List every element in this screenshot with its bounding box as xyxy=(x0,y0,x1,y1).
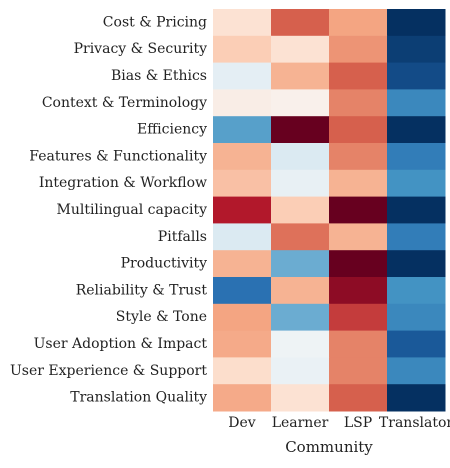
heatmap-cell xyxy=(329,384,388,412)
heatmap-cell xyxy=(387,89,446,117)
heatmap-cell xyxy=(329,169,388,198)
y-tick-label: Privacy & Security xyxy=(74,41,207,57)
heatmap-cell xyxy=(213,35,272,64)
heatmap-cell xyxy=(271,9,330,37)
heatmap-cell xyxy=(271,250,330,278)
heatmap-cell xyxy=(271,223,330,251)
heatmap-cell xyxy=(213,223,272,251)
heatmap-cell xyxy=(213,116,272,144)
heatmap-cell xyxy=(271,169,330,198)
heatmap-cell xyxy=(387,250,446,278)
y-tick-label: Context & Terminology xyxy=(42,95,207,111)
heatmap-cell xyxy=(387,223,446,251)
heatmap-cell xyxy=(387,169,446,198)
heatmap-cell xyxy=(271,303,330,332)
heatmap-cell xyxy=(213,250,272,278)
y-tick-label: User Experience & Support xyxy=(10,363,207,379)
heatmap-cell xyxy=(271,35,330,64)
heatmap-cell xyxy=(271,89,330,117)
y-tick-label: Multilingual capacity xyxy=(56,202,207,218)
heatmap-cell xyxy=(213,384,272,412)
heatmap-cell xyxy=(271,330,330,358)
heatmap-cell xyxy=(387,384,446,412)
y-tick-label: Efficiency xyxy=(137,122,207,138)
heatmap-cell xyxy=(213,357,272,385)
heatmap-cell xyxy=(271,357,330,385)
y-tick-label: Productivity xyxy=(121,256,207,272)
x-axis-label: Community xyxy=(285,438,373,456)
heatmap-cell xyxy=(271,143,330,171)
heatmap-cell xyxy=(271,116,330,144)
heatmap-cell xyxy=(213,62,272,90)
heatmap-cell xyxy=(213,143,272,171)
heatmap-cell xyxy=(387,277,446,305)
heatmap-cell xyxy=(387,116,446,144)
x-tick-label: LSP xyxy=(344,415,372,431)
y-tick-label: Cost & Pricing xyxy=(103,14,207,30)
heatmap-cell xyxy=(329,35,388,64)
heatmap-cell xyxy=(387,357,446,385)
y-tick-label: Bias & Ethics xyxy=(111,68,207,84)
heatmap-cell xyxy=(329,250,388,278)
heatmap-cell xyxy=(329,62,388,90)
heatmap-cell xyxy=(387,62,446,90)
heatmap-cell xyxy=(387,330,446,358)
heatmap-cell xyxy=(329,116,388,144)
y-tick-label: User Adoption & Impact xyxy=(34,336,208,352)
x-tick-label: Dev xyxy=(228,415,256,431)
heatmap-cell xyxy=(329,277,388,305)
heatmap-cell xyxy=(387,303,446,332)
heatmap-cell xyxy=(213,277,272,305)
y-tick-label: Translation Quality xyxy=(70,390,207,406)
y-tick-label: Integration & Workflow xyxy=(39,175,207,191)
heatmap-cell xyxy=(213,303,272,332)
heatmap-cell xyxy=(271,384,330,412)
heatmap-cell xyxy=(387,9,446,37)
heatmap-cell xyxy=(271,62,330,90)
y-tick-label: Style & Tone xyxy=(116,309,207,325)
heatmap-cell xyxy=(329,196,388,224)
heatmap-cell xyxy=(329,9,388,37)
heatmap-cell xyxy=(213,196,272,224)
heatmap-cell xyxy=(329,143,388,171)
y-tick-label: Features & Functionality xyxy=(29,148,207,164)
heatmap-cell xyxy=(213,169,272,198)
heatmap-cell xyxy=(329,89,388,117)
heatmap-cell xyxy=(329,330,388,358)
heatmap-cell xyxy=(329,357,388,385)
heatmap-cell xyxy=(213,9,272,37)
heatmap-cell xyxy=(329,223,388,251)
heatmap-cell xyxy=(329,303,388,332)
heatmap-cell xyxy=(387,196,446,224)
heatmap-cell xyxy=(271,196,330,224)
y-tick-label: Reliability & Trust xyxy=(76,282,208,298)
heatmap-cell xyxy=(213,89,272,117)
x-tick-label: Learner xyxy=(272,415,329,431)
heatmap-cell xyxy=(387,35,446,64)
heatmap-cell xyxy=(213,330,272,358)
y-tick-label: Pitfalls xyxy=(158,229,207,245)
heatmap-cell xyxy=(271,277,330,305)
x-tick-label: Translator xyxy=(379,415,450,431)
heatmap-cell xyxy=(387,143,446,171)
